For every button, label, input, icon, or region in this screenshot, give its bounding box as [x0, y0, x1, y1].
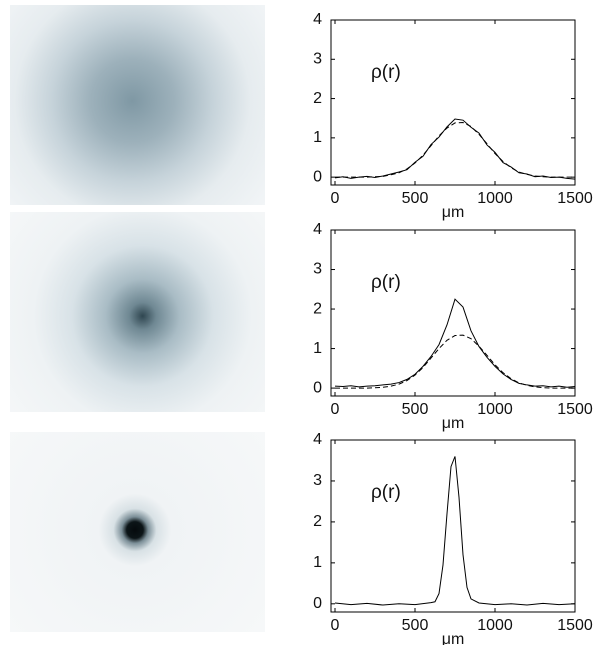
y-tick-label: 2: [313, 513, 322, 530]
y-tick-label: 4: [313, 11, 322, 28]
y-tick-label: 0: [313, 168, 322, 185]
x-axis-label: μm: [442, 204, 465, 221]
x-tick-label: 500: [402, 617, 429, 634]
annotation: ρ(r): [371, 482, 401, 503]
y-tick-label: 1: [313, 129, 322, 146]
x-tick-label: 500: [402, 190, 429, 207]
x-tick-label: 0: [331, 617, 340, 634]
plot-frame: [330, 229, 576, 397]
y-tick-label: 1: [313, 340, 322, 357]
x-axis-label: μm: [442, 415, 465, 432]
data-line: [334, 298, 576, 388]
x-axis-label: μm: [442, 631, 465, 645]
annotation: ρ(r): [371, 272, 401, 293]
y-tick-label: 3: [313, 51, 322, 68]
spot-image: [10, 432, 265, 632]
y-tick-label: 1: [313, 554, 322, 571]
x-tick-label: 1000: [477, 401, 513, 418]
spot-image: [10, 5, 265, 205]
y-tick-label: 3: [313, 472, 322, 489]
x-tick-label: 1500: [557, 190, 593, 207]
x-tick-label: 0: [331, 401, 340, 418]
y-tick-label: 0: [313, 379, 322, 396]
fit-line: [335, 334, 575, 389]
y-tick-label: 4: [313, 431, 322, 448]
spot-image: [10, 212, 265, 412]
y-tick-label: 2: [313, 90, 322, 107]
x-tick-label: 1500: [557, 617, 593, 634]
annotation: ρ(r): [371, 62, 401, 83]
fit-line: [335, 122, 575, 178]
y-tick-label: 2: [313, 300, 322, 317]
data-line: [334, 456, 576, 606]
x-tick-label: 0: [331, 190, 340, 207]
plot-frame: [330, 19, 576, 186]
x-tick-label: 500: [402, 401, 429, 418]
y-tick-label: 0: [313, 595, 322, 612]
y-tick-label: 4: [313, 221, 322, 238]
plot-frame: [330, 439, 576, 613]
x-tick-label: 1000: [477, 190, 513, 207]
y-tick-label: 3: [313, 261, 322, 278]
x-tick-label: 1500: [557, 401, 593, 418]
data-line: [334, 118, 576, 180]
x-tick-label: 1000: [477, 617, 513, 634]
